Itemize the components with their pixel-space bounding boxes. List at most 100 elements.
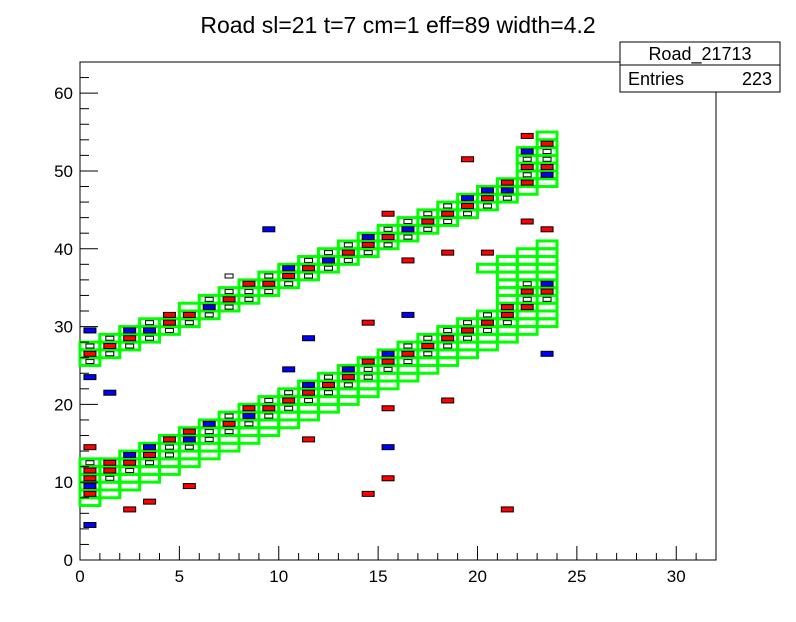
hit-cell [302, 265, 316, 272]
hit-cell [522, 156, 532, 162]
hit-cell [105, 351, 115, 357]
hit-cell [302, 436, 316, 443]
hit-cell [522, 172, 532, 178]
chart-title: Road sl=21 t=7 cm=1 eff=89 width=4.2 [200, 12, 595, 38]
hit-cell [323, 265, 333, 271]
x-tick-label: 25 [567, 567, 586, 586]
hit-cell [123, 335, 137, 342]
hit-cell [461, 202, 475, 209]
hit-cell [540, 140, 554, 147]
hit-cell [143, 444, 157, 451]
hit-cell [282, 272, 296, 279]
stats-entries-label: Entries [628, 69, 684, 89]
hit-cell [145, 460, 155, 466]
hit-cell [103, 389, 117, 396]
hit-cell [85, 359, 95, 365]
hit-cell [542, 296, 552, 302]
hit-cell [123, 506, 137, 513]
hit-cell [520, 148, 534, 155]
y-tick-label: 50 [54, 162, 73, 181]
hit-cell [123, 327, 137, 334]
hit-cell [343, 382, 353, 388]
hit-cell [202, 304, 216, 311]
hit-cell [461, 156, 475, 163]
hit-cell [361, 241, 375, 248]
x-tick-label: 10 [269, 567, 288, 586]
y-tick-label: 10 [54, 473, 73, 492]
hit-cell [383, 226, 393, 232]
hit-cell [520, 288, 534, 295]
hit-cell [182, 483, 196, 490]
hit-cell [542, 156, 552, 162]
hit-cell [381, 350, 395, 357]
hit-cell [321, 381, 335, 388]
hit-cell [463, 320, 473, 326]
hit-cell [85, 343, 95, 349]
hit-cell [522, 281, 532, 287]
hit-cell [381, 405, 395, 412]
hit-cell [522, 296, 532, 302]
road-cell [535, 239, 559, 251]
hit-cell [244, 289, 254, 295]
hit-cell [284, 405, 294, 411]
hit-cell [520, 179, 534, 186]
hit-cell [401, 257, 415, 264]
hit-cell [540, 164, 554, 171]
hit-cell [381, 210, 395, 217]
hit-cell [540, 288, 554, 295]
hit-cell [502, 195, 512, 201]
hit-cell [500, 187, 514, 194]
hit-cell [224, 273, 234, 279]
hit-cell [83, 374, 97, 381]
hit-cell [164, 452, 174, 458]
hit-cell [302, 381, 316, 388]
hit-cell [123, 459, 137, 466]
hit-cell [125, 343, 135, 349]
hit-cell [262, 226, 276, 233]
hit-cell [341, 366, 355, 373]
hit-cell [83, 327, 97, 334]
hit-cell [540, 226, 554, 233]
hit-cell [282, 366, 296, 373]
hit-cell [520, 218, 534, 225]
hit-cell [463, 335, 473, 341]
hit-cell [182, 436, 196, 443]
hit-cell [103, 343, 117, 350]
hit-cell [224, 304, 234, 310]
hit-cell [242, 405, 256, 412]
hit-cell [244, 296, 254, 302]
hit-cell [502, 320, 512, 326]
hit-cell [443, 343, 453, 349]
hit-cell [361, 358, 375, 365]
hit-cell [341, 374, 355, 381]
hit-cell [500, 311, 514, 318]
stats-entries-value: 223 [742, 69, 772, 89]
hit-cell [85, 460, 95, 466]
hit-cell [264, 397, 274, 403]
hit-cell [103, 467, 117, 474]
hit-cell [304, 257, 314, 263]
stats-box-frame [619, 41, 781, 93]
hit-cell [182, 311, 196, 318]
hit-cell [182, 428, 196, 435]
hit-cell [204, 436, 214, 442]
road-cells-layer [78, 130, 559, 508]
hit-cell [403, 219, 413, 225]
hit-cell [282, 265, 296, 272]
hit-cell [480, 319, 494, 326]
hit-cell [222, 420, 236, 427]
hit-cell [381, 475, 395, 482]
hit-cell [323, 250, 333, 256]
hit-cell [202, 420, 216, 427]
hit-cell [381, 234, 395, 241]
hit-cell [361, 319, 375, 326]
hit-cell [443, 219, 453, 225]
hit-cell [83, 350, 97, 357]
hit-cell [343, 242, 353, 248]
hit-cell [164, 444, 174, 450]
hit-cell [461, 195, 475, 202]
hit-cell [83, 467, 97, 474]
hit-cell [441, 210, 455, 217]
hit-cell [145, 335, 155, 341]
hit-cell [143, 498, 157, 505]
